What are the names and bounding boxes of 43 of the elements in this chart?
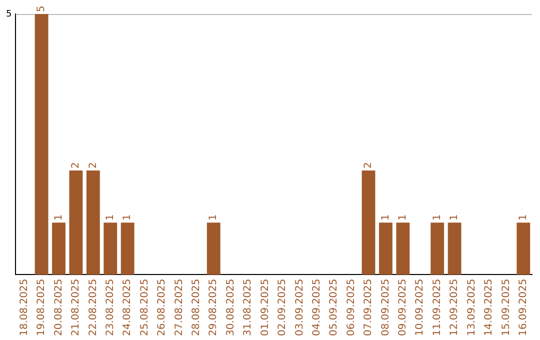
x-tick-label: 22.08.2025 — [88, 278, 99, 336]
x-tick-label: 24.08.2025 — [122, 278, 134, 336]
x-tick-label: 04.09.2025 — [311, 278, 322, 336]
x-tick-label: 01.09.2025 — [260, 278, 271, 336]
data-label: 1 — [432, 214, 443, 221]
x-tick-label: 23.08.2025 — [104, 278, 116, 336]
x-tick-label: 12.09.2025 — [449, 278, 460, 336]
data-label: 1 — [380, 214, 392, 221]
data-label: 1 — [398, 214, 409, 221]
x-tick-label: 20.08.2025 — [53, 278, 64, 336]
data-label: 1 — [518, 214, 529, 221]
x-tick-label: 16.09.2025 — [518, 278, 529, 336]
x-tick-label: 27.08.2025 — [174, 278, 185, 336]
x-tick-label: 25.08.2025 — [139, 278, 150, 336]
x-tick-label: 11.09.2025 — [432, 278, 443, 336]
data-label: 1 — [449, 214, 460, 221]
x-tick-label: 03.09.2025 — [294, 278, 306, 336]
x-tick-label: 28.08.2025 — [191, 278, 202, 336]
data-label: 1 — [208, 214, 220, 221]
x-tick-label: 21.08.2025 — [70, 278, 82, 336]
x-tick-label: 10.09.2025 — [414, 278, 426, 336]
x-tick-label: 30.08.2025 — [225, 278, 236, 336]
x-tick-label: 06.09.2025 — [346, 278, 357, 336]
data-label: 2 — [70, 162, 82, 168]
x-tick-label: 09.09.2025 — [398, 278, 409, 336]
data-label: 1 — [53, 214, 64, 221]
x-tick-label: 02.09.2025 — [277, 278, 288, 336]
x-tick-label: 19.08.2025 — [36, 278, 48, 336]
x-tick-label: 08.09.2025 — [380, 278, 392, 336]
x-tick-label: 15.09.2025 — [500, 278, 512, 336]
x-tick-label: 26.08.2025 — [156, 278, 168, 336]
x-tick-label: 13.09.2025 — [466, 278, 478, 336]
data-label: 5 — [36, 6, 48, 12]
x-tick-label: 18.08.2025 — [18, 278, 30, 336]
data-label: 2 — [88, 162, 99, 168]
x-tick-label: 07.09.2025 — [363, 278, 374, 336]
x-tick-label: 31.08.2025 — [242, 278, 254, 336]
data-label: 1 — [104, 214, 116, 221]
x-tick-label: 14.09.2025 — [484, 278, 495, 336]
data-label: 2 — [363, 162, 374, 168]
data-label: 1 — [122, 214, 134, 221]
x-tick-label: 05.09.2025 — [328, 278, 340, 336]
x-tick-label: 29.08.2025 — [208, 278, 220, 336]
